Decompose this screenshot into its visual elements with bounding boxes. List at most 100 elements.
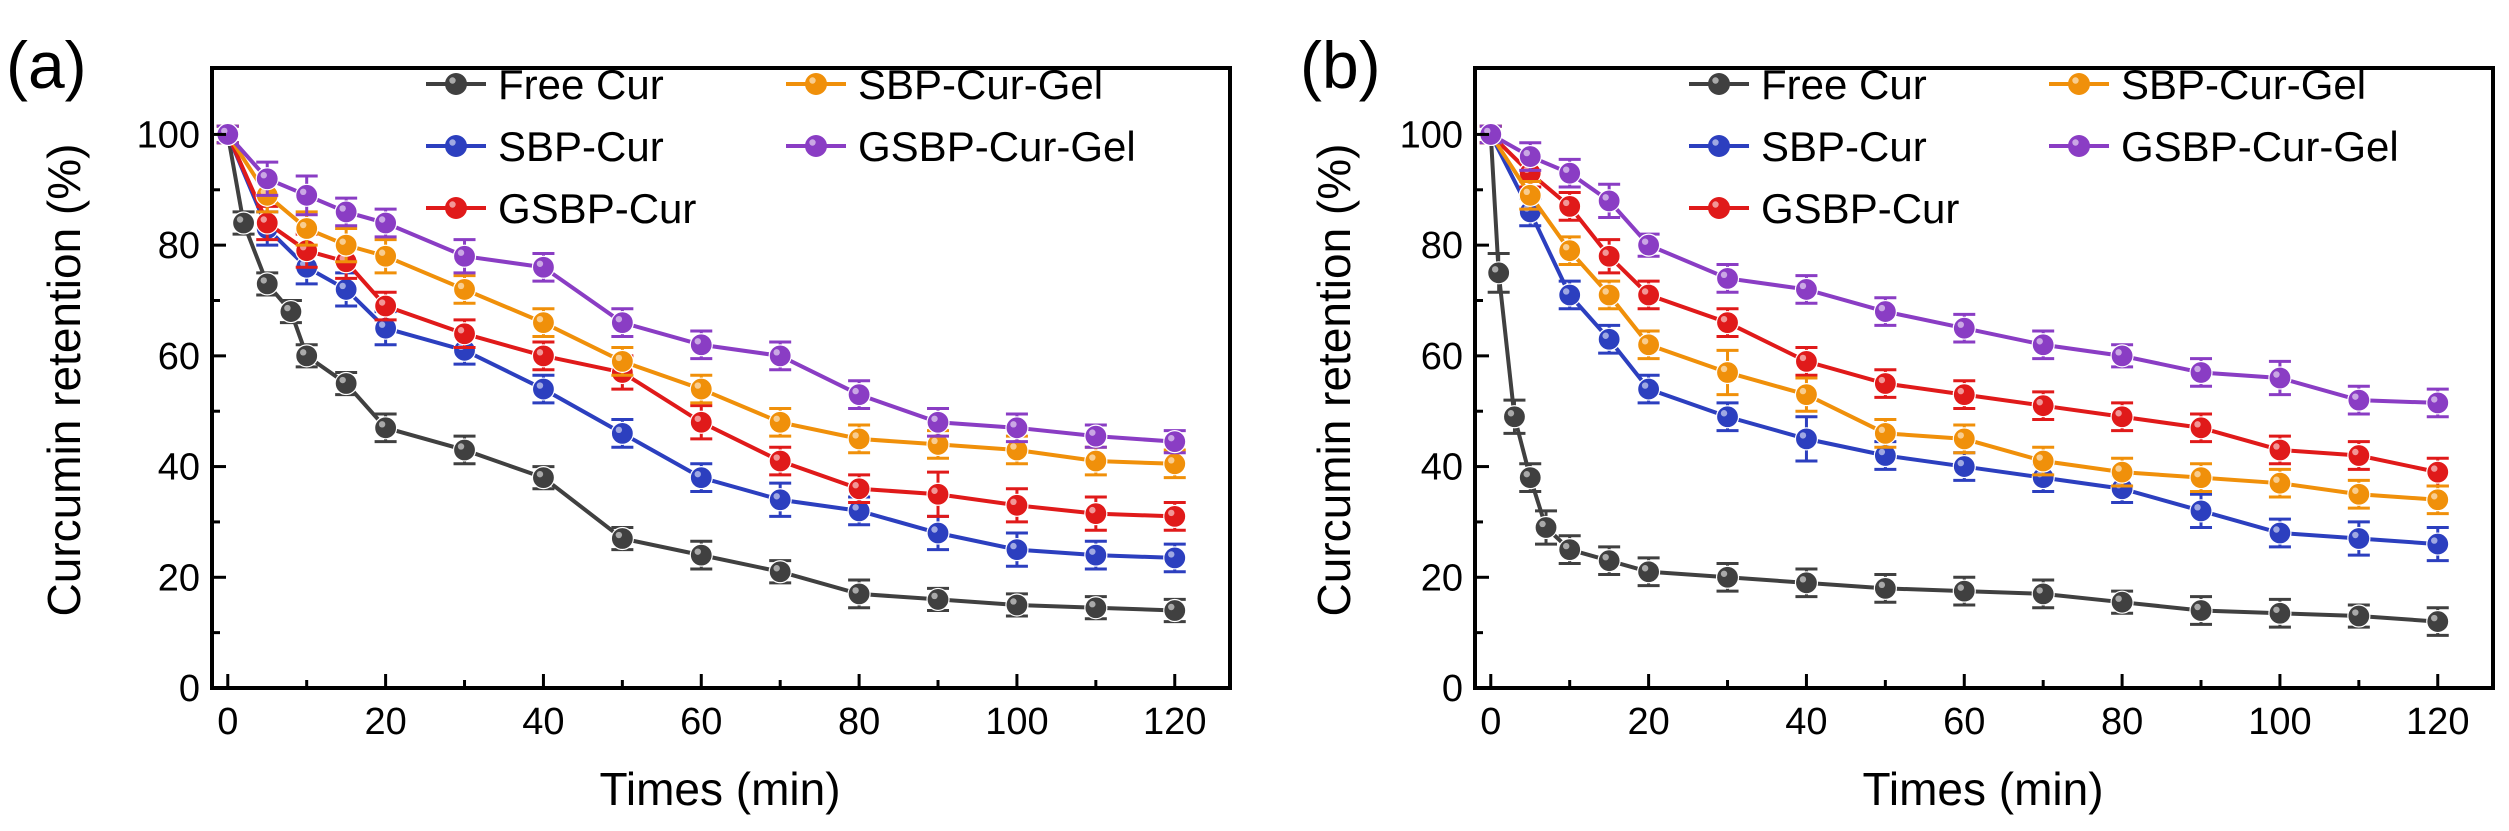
data-point bbox=[2189, 499, 2213, 523]
data-point-highlight bbox=[773, 349, 780, 356]
data-point-highlight bbox=[536, 260, 544, 267]
data-point bbox=[768, 488, 792, 512]
data-point-highlight bbox=[536, 315, 544, 323]
data-point bbox=[255, 272, 279, 296]
x-tick-label: 120 bbox=[2406, 701, 2469, 743]
data-point bbox=[2189, 466, 2213, 490]
legend-marker bbox=[1708, 197, 1730, 219]
data-point-highlight bbox=[615, 531, 623, 539]
data-point bbox=[1597, 244, 1621, 268]
data-point bbox=[1084, 424, 1108, 448]
legend-marker-highlight bbox=[1712, 201, 1719, 208]
data-point-highlight bbox=[2431, 396, 2438, 403]
data-point-highlight bbox=[339, 205, 346, 212]
legend-marker-highlight bbox=[2072, 139, 2079, 146]
data-point-highlight bbox=[2194, 470, 2201, 478]
data-point-highlight bbox=[2115, 595, 2122, 602]
legend-item: SBP-Cur bbox=[1689, 123, 1927, 170]
data-point-highlight bbox=[2115, 465, 2122, 472]
data-point bbox=[2110, 405, 2134, 429]
data-point-highlight bbox=[1878, 376, 1886, 384]
y-tick-label: 40 bbox=[158, 447, 200, 489]
y-tick-label: 60 bbox=[1421, 336, 1463, 378]
legend-label: GSBP-Cur bbox=[498, 185, 696, 232]
data-point-highlight bbox=[1641, 288, 1649, 295]
data-point-highlight bbox=[694, 470, 701, 478]
panel-b: (b) Curcumin retention (%) Times (min) 0… bbox=[1300, 28, 2495, 815]
data-point-highlight bbox=[2273, 443, 2280, 450]
data-point bbox=[1163, 546, 1187, 570]
legend-label: Free Cur bbox=[498, 61, 664, 108]
data-point-highlight bbox=[1168, 551, 1175, 558]
data-point-highlight bbox=[1602, 249, 1609, 256]
legend: Free Cur SBP-Cur GSBP-Cur SBP-Cur-Gel GSBP-C… bbox=[426, 61, 1136, 232]
x-tick-label: 100 bbox=[2248, 701, 2311, 743]
data-point bbox=[2426, 391, 2450, 415]
data-point bbox=[926, 410, 950, 434]
legend-label: SBP-Cur-Gel bbox=[2121, 61, 2366, 108]
data-point bbox=[1873, 299, 1897, 324]
data-point bbox=[2426, 488, 2450, 512]
data-point-highlight bbox=[773, 415, 780, 422]
data-point bbox=[1163, 430, 1187, 454]
data-point bbox=[2110, 460, 2134, 484]
data-point bbox=[847, 477, 871, 501]
data-point bbox=[1715, 360, 1740, 385]
x-tick-label: 80 bbox=[838, 701, 880, 743]
data-point bbox=[689, 333, 713, 357]
series-line bbox=[225, 133, 1175, 519]
data-point bbox=[452, 322, 477, 346]
data-point bbox=[531, 255, 556, 279]
data-point bbox=[231, 211, 256, 235]
data-point bbox=[1715, 266, 1740, 290]
data-point bbox=[847, 427, 871, 451]
data-point bbox=[334, 371, 358, 396]
data-point-highlight bbox=[1720, 315, 1728, 323]
legend-label: GSBP-Cur bbox=[1761, 185, 1959, 232]
series-sbp-cur-gel bbox=[1479, 122, 2450, 516]
data-point-highlight bbox=[1507, 410, 1515, 417]
data-point bbox=[1534, 515, 1558, 540]
data-point-highlight bbox=[2115, 410, 2122, 417]
data-point bbox=[1637, 377, 1661, 401]
data-point-highlight bbox=[931, 415, 938, 422]
data-point bbox=[768, 344, 792, 368]
data-point bbox=[295, 183, 319, 207]
data-point-highlight bbox=[260, 277, 267, 284]
data-point-highlight bbox=[1010, 443, 1017, 450]
data-point bbox=[1794, 571, 1819, 595]
data-point-highlight bbox=[2431, 465, 2438, 472]
legend-marker-highlight bbox=[1712, 139, 1719, 146]
data-point-highlight bbox=[1602, 194, 1609, 201]
data-point-highlight bbox=[1010, 421, 1017, 428]
data-point bbox=[1715, 565, 1740, 589]
y-tick-label: 20 bbox=[158, 557, 200, 599]
legend-marker bbox=[445, 197, 467, 219]
data-point-highlight bbox=[260, 188, 267, 196]
data-point bbox=[926, 521, 950, 545]
data-point bbox=[1597, 189, 1621, 213]
x-tick-label: 20 bbox=[364, 701, 406, 743]
data-point-highlight bbox=[1878, 581, 1886, 589]
data-point bbox=[1873, 371, 1897, 396]
data-point-highlight bbox=[2352, 609, 2359, 616]
data-point bbox=[1487, 261, 1511, 285]
data-point bbox=[1873, 576, 1897, 600]
data-point-highlight bbox=[1168, 509, 1175, 517]
data-point-highlight bbox=[260, 216, 267, 223]
legend-label: GSBP-Cur-Gel bbox=[858, 123, 1136, 170]
data-point bbox=[2110, 344, 2134, 368]
data-point-highlight bbox=[536, 349, 544, 356]
data-point-highlight bbox=[2273, 476, 2280, 483]
legend-item: GSBP-Cur-Gel bbox=[786, 123, 1136, 170]
data-point bbox=[1084, 502, 1108, 526]
legend-marker-highlight bbox=[449, 77, 456, 84]
data-point bbox=[1518, 183, 1542, 207]
data-point bbox=[279, 299, 303, 324]
data-point-highlight bbox=[2352, 448, 2359, 456]
data-point-highlight bbox=[339, 282, 346, 290]
data-point bbox=[334, 277, 358, 302]
legend-label: GSBP-Cur-Gel bbox=[2121, 123, 2399, 170]
data-point-highlight bbox=[1010, 498, 1017, 506]
data-point-highlight bbox=[2431, 537, 2438, 544]
